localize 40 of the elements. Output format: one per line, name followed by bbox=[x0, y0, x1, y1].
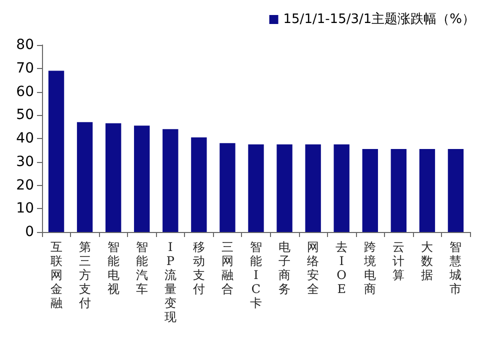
bar bbox=[105, 123, 122, 232]
y-tick-label: 0 bbox=[25, 224, 34, 240]
x-tick-label: 三网融合 bbox=[221, 240, 234, 296]
x-tick-label: 移动支付 bbox=[192, 240, 205, 296]
y-tick-label: 20 bbox=[16, 177, 34, 194]
bar bbox=[162, 129, 178, 232]
bar bbox=[134, 126, 150, 232]
x-tick-label: 智慧城市 bbox=[448, 240, 462, 296]
y-tick-label: 10 bbox=[16, 200, 34, 217]
bar bbox=[248, 144, 264, 232]
bar bbox=[276, 144, 292, 232]
bar bbox=[390, 149, 407, 232]
x-tick-label: 网络安全 bbox=[307, 240, 320, 296]
bar bbox=[448, 149, 464, 232]
bar bbox=[362, 149, 378, 232]
x-tick-label: 电子商务 bbox=[278, 240, 291, 296]
bar bbox=[305, 144, 321, 232]
x-tick-label: 互联网金融 bbox=[50, 240, 62, 310]
y-tick-label: 40 bbox=[16, 130, 34, 146]
y-tick-label: 70 bbox=[16, 60, 34, 76]
x-tick-label: IP流量变现 bbox=[164, 240, 176, 324]
y-tick-label: 30 bbox=[16, 154, 34, 170]
bar bbox=[76, 122, 93, 232]
x-tick-label: 大数据 bbox=[421, 240, 434, 282]
x-tick-label: 智能IC卡 bbox=[250, 240, 262, 310]
x-tick-label: 第三方支付 bbox=[78, 240, 91, 310]
bar bbox=[419, 149, 436, 232]
bar bbox=[48, 70, 64, 232]
x-tick-label: 云计算 bbox=[392, 240, 405, 282]
y-tick-label: 50 bbox=[16, 107, 34, 124]
y-tick-label: 80 bbox=[16, 37, 34, 53]
bar bbox=[220, 143, 236, 232]
legend-label: 15/1/1-15/3/1主题涨跌幅（%） bbox=[283, 11, 476, 27]
x-tick-label: 去IOE bbox=[336, 240, 348, 296]
bar bbox=[334, 144, 350, 232]
x-tick-label: 跨境电商 bbox=[363, 240, 376, 296]
x-tick-label: 智能电视 bbox=[107, 240, 120, 296]
bar bbox=[191, 137, 207, 232]
y-tick-label: 60 bbox=[16, 84, 34, 100]
x-tick-label: 智能汽车 bbox=[136, 240, 148, 296]
